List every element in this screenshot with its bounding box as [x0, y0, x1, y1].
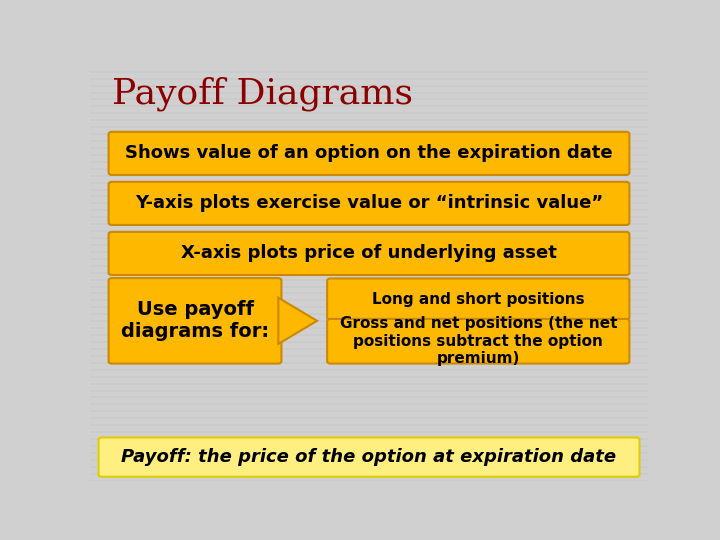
Polygon shape — [279, 298, 317, 344]
Text: Long and short positions: Long and short positions — [372, 292, 585, 307]
FancyBboxPatch shape — [109, 278, 282, 363]
Text: Payoff: the price of the option at expiration date: Payoff: the price of the option at expir… — [122, 448, 616, 466]
FancyBboxPatch shape — [109, 232, 629, 275]
Text: Payoff Diagrams: Payoff Diagrams — [112, 76, 413, 111]
Text: Use payoff
diagrams for:: Use payoff diagrams for: — [121, 300, 269, 341]
Text: Gross and net positions (the net
positions subtract the option
premium): Gross and net positions (the net positio… — [340, 316, 617, 366]
Text: Shows value of an option on the expiration date: Shows value of an option on the expirati… — [125, 144, 613, 163]
FancyBboxPatch shape — [109, 182, 629, 225]
Text: Y-axis plots exercise value or “intrinsic value”: Y-axis plots exercise value or “intrinsi… — [135, 194, 603, 212]
Text: X-axis plots price of underlying asset: X-axis plots price of underlying asset — [181, 245, 557, 262]
FancyBboxPatch shape — [327, 319, 629, 363]
FancyBboxPatch shape — [109, 132, 629, 175]
FancyBboxPatch shape — [99, 437, 639, 477]
FancyBboxPatch shape — [327, 279, 629, 320]
